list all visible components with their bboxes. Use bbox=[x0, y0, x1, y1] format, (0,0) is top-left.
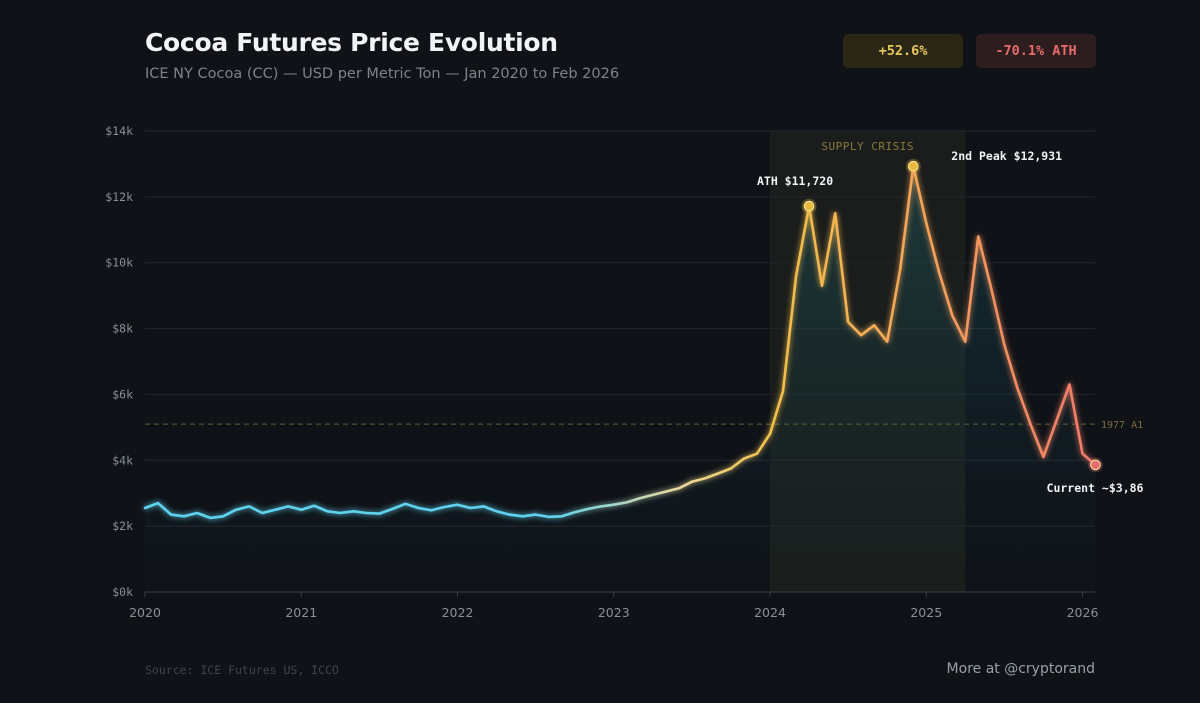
reference-line-label: 1977 A1 bbox=[1101, 420, 1143, 431]
y-tick-label: $6k bbox=[112, 387, 133, 401]
x-tick-label: 2024 bbox=[754, 605, 786, 620]
y-tick-label: $14k bbox=[105, 124, 133, 138]
x-tick-label: 2020 bbox=[129, 605, 161, 620]
x-tick-label: 2023 bbox=[598, 605, 630, 620]
x-tick-label: 2021 bbox=[285, 605, 317, 620]
y-tick-label: $12k bbox=[105, 190, 133, 204]
peak2-marker bbox=[907, 160, 919, 172]
current-marker bbox=[1090, 459, 1101, 471]
price-area bbox=[145, 166, 1096, 592]
x-tick-label: 2025 bbox=[910, 605, 942, 620]
x-tick-label: 2022 bbox=[442, 605, 474, 620]
price-line bbox=[143, 164, 1097, 520]
ath-label: ATH $11,720 bbox=[757, 174, 833, 188]
ath-drawdown-badge: -70.1% ATH bbox=[976, 34, 1096, 68]
source-note: Source: ICE Futures US, ICCO bbox=[145, 663, 339, 677]
peak2-label: 2nd Peak $12,931 bbox=[951, 149, 1062, 163]
credit-link[interactable]: More at @cryptorand bbox=[946, 661, 1095, 677]
ath-marker bbox=[803, 200, 815, 212]
supply-crisis-label: SUPPLY CRISIS bbox=[821, 140, 914, 153]
y-tick-label: $8k bbox=[112, 322, 133, 336]
chart-subtitle: ICE NY Cocoa (CC) — USD per Metric Ton —… bbox=[145, 66, 620, 82]
change-badge: +52.6% bbox=[843, 34, 963, 68]
current-label: Current ~$3,86 bbox=[1047, 481, 1144, 495]
y-tick-label: $2k bbox=[112, 519, 133, 533]
y-tick-label: $4k bbox=[112, 453, 133, 467]
chart-title: Cocoa Futures Price Evolution bbox=[145, 28, 558, 57]
x-tick-label: 2026 bbox=[1067, 605, 1099, 620]
y-tick-label: $10k bbox=[105, 256, 133, 270]
y-tick-label: $0k bbox=[112, 585, 133, 599]
